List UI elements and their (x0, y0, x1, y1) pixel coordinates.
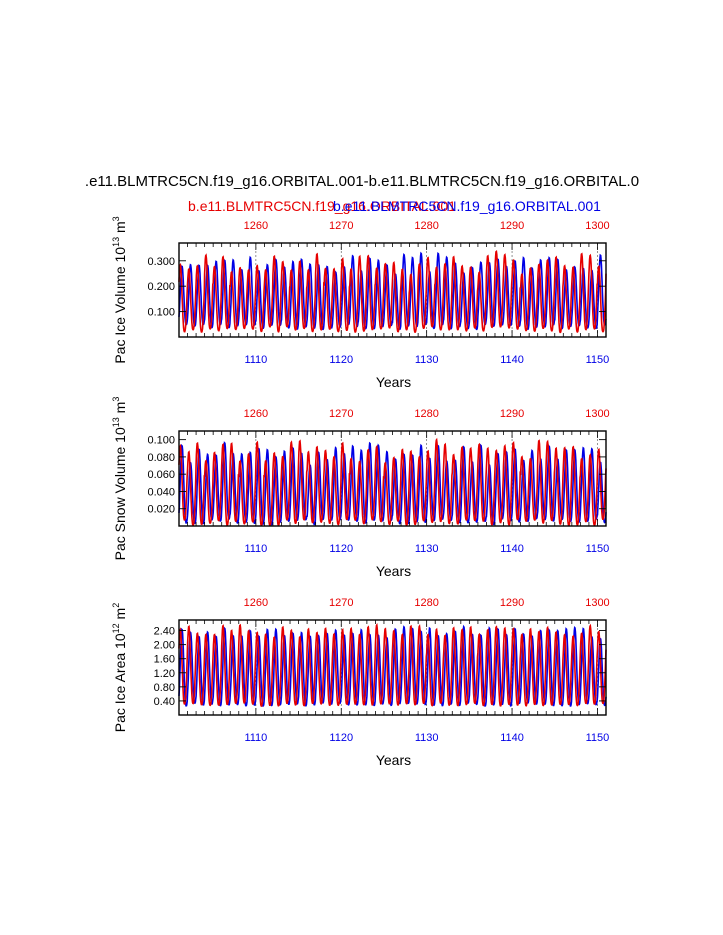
x-tick-label-top: 1290 (500, 220, 524, 232)
x-tick-label-bottom: 1140 (500, 732, 524, 744)
x-tick-label-bottom: 1120 (329, 732, 353, 744)
y-tick-label: 0.100 (147, 307, 175, 319)
x-axis-label: Years (376, 374, 411, 390)
x-tick-label-top: 1280 (414, 408, 438, 420)
x-tick-label-bottom: 1130 (415, 354, 439, 366)
panel-2: 0.020 0.040 0.060 0.080 0.100 1110 1120 1130 114… (111, 397, 610, 579)
x-tick-label-bottom: 1150 (586, 543, 610, 555)
y-axis-label: Pac Ice Volume 1013 m3 (111, 216, 128, 363)
y-tick-label: 0.80 (154, 682, 175, 694)
x-tick-label-top: 1300 (585, 408, 609, 420)
y-tick-label: 2.40 (154, 626, 175, 638)
panel-3: 0.40 0.80 1.20 1.60 2.00 2.40 1110 1120 1130 1140… (111, 597, 610, 768)
series-line-red (178, 437, 607, 527)
series-line-red (178, 250, 607, 334)
y-tick-label: 0.300 (147, 256, 175, 268)
x-tick-label-bottom: 1130 (415, 543, 439, 555)
y-axis-label: Pac Ice Area 1012 m2 (111, 603, 128, 732)
series-line-blue (178, 251, 607, 331)
series-line-blue (178, 441, 607, 526)
x-tick-label-top: 1300 (585, 597, 609, 609)
x-tick-label-top: 1260 (244, 408, 268, 420)
y-tick-label: 0.020 (147, 504, 175, 516)
x-tick-label-top: 1270 (329, 597, 353, 609)
x-tick-label-bottom: 1120 (329, 354, 353, 366)
x-tick-label-top: 1260 (244, 220, 268, 232)
x-tick-label-top: 1280 (414, 597, 438, 609)
main-title: .e11.BLMTRC5CN.f19_g16.ORBITAL.001-b.e11… (85, 173, 639, 190)
x-tick-label-bottom: 1110 (244, 354, 267, 366)
x-tick-label-bottom: 1120 (329, 543, 353, 555)
x-tick-label-bottom: 1150 (586, 732, 610, 744)
y-tick-label: 0.200 (147, 281, 175, 293)
x-tick-label-bottom: 1110 (244, 543, 267, 555)
y-axis-label: Pac Snow Volume 1013 m3 (111, 397, 128, 561)
x-tick-label-top: 1290 (500, 597, 524, 609)
x-tick-label-bottom: 1140 (500, 354, 524, 366)
x-tick-label-bottom: 1130 (415, 732, 439, 744)
x-tick-label-top: 1300 (585, 220, 609, 232)
case-title-red: b.e11.BLMTRC5CN.f19_g16.ORBITAL.001 (188, 198, 456, 214)
x-tick-label-bottom: 1140 (500, 543, 524, 555)
y-tick-label: 0.40 (154, 696, 175, 708)
x-tick-label-top: 1290 (500, 408, 524, 420)
y-tick-label: 1.60 (154, 654, 175, 666)
series-line-red (178, 623, 607, 707)
case-title-blue: b.e11.BLMTRC5CN.f19_g16.ORBITAL.001 (333, 198, 601, 214)
x-axis-label: Years (376, 563, 411, 579)
y-tick-label: 0.040 (147, 486, 175, 498)
y-tick-label: 0.060 (147, 469, 175, 481)
x-tick-label-bottom: 1110 (244, 732, 267, 744)
x-tick-label-top: 1270 (329, 408, 353, 420)
x-tick-label-bottom: 1150 (586, 354, 610, 366)
panel-1: 0.100 0.200 0.300 1110 1120 1130 1140 1150 1260 1… (111, 216, 610, 390)
series-line-blue (178, 624, 607, 707)
y-tick-label: 0.080 (147, 452, 175, 464)
panels: 0.100 0.200 0.300 1110 1120 1130 1140 1150 1260 1… (111, 216, 610, 768)
x-tick-label-top: 1280 (414, 220, 438, 232)
y-tick-label: 0.100 (147, 435, 175, 447)
x-tick-label-top: 1270 (329, 220, 353, 232)
x-axis-label: Years (376, 752, 411, 768)
y-tick-label: 1.20 (154, 668, 175, 680)
y-tick-label: 2.00 (154, 640, 175, 652)
x-tick-label-top: 1260 (244, 597, 268, 609)
